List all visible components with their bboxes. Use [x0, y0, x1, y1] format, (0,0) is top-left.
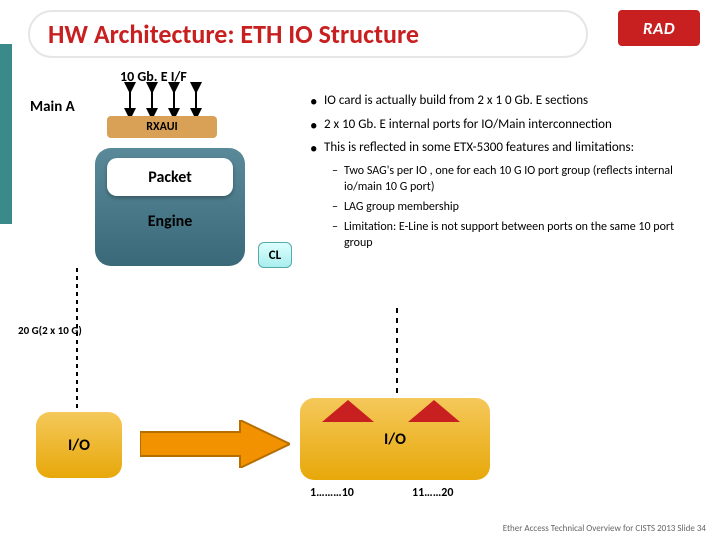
bullet-list: IO card is actually build from 2 x 1 0 G…: [310, 92, 700, 256]
sub-bullet-3: Limitation: E-Line is not support betwee…: [310, 219, 700, 251]
port-range-2: 11……20: [412, 486, 453, 500]
big-arrow-icon: [140, 420, 290, 468]
bullet-3: This is reflected in some ETX-5300 featu…: [310, 139, 700, 157]
packet-engine-box: Packet Engine: [95, 148, 245, 266]
packet-label: Packet: [107, 158, 233, 196]
sub-bullet-2: LAG group membership: [310, 199, 700, 215]
arrows-gbe-top: [116, 86, 208, 116]
port-group-right: [408, 400, 460, 422]
dashed-link-mid: [392, 308, 402, 398]
brand-logo: RAD: [618, 10, 700, 46]
port-group-left: [322, 400, 374, 422]
label-10gbe: 10 Gb. E I/F: [120, 68, 187, 85]
bullet-2: 2 x 10 Gb. E internal ports for IO/Main …: [310, 116, 700, 134]
label-main-a: Main A: [30, 98, 75, 116]
engine-label: Engine: [95, 212, 245, 231]
cl-box: CL: [258, 242, 292, 268]
bullet-1: IO card is actually build from 2 x 1 0 G…: [310, 92, 700, 110]
io-box-left: I/O: [36, 412, 122, 478]
rxaui-block: RXAUI: [107, 116, 217, 138]
port-range-1: 1………10: [310, 486, 354, 500]
dashed-link-left: [72, 268, 82, 410]
sub-bullet-1: Two SAG's per IO , one for each 10 G IO …: [310, 163, 700, 195]
accent-bar: [0, 44, 12, 224]
slide-footer: Ether Access Technical Overview for CIST…: [503, 523, 706, 534]
page-title: HW Architecture: ETH IO Structure: [28, 10, 588, 58]
